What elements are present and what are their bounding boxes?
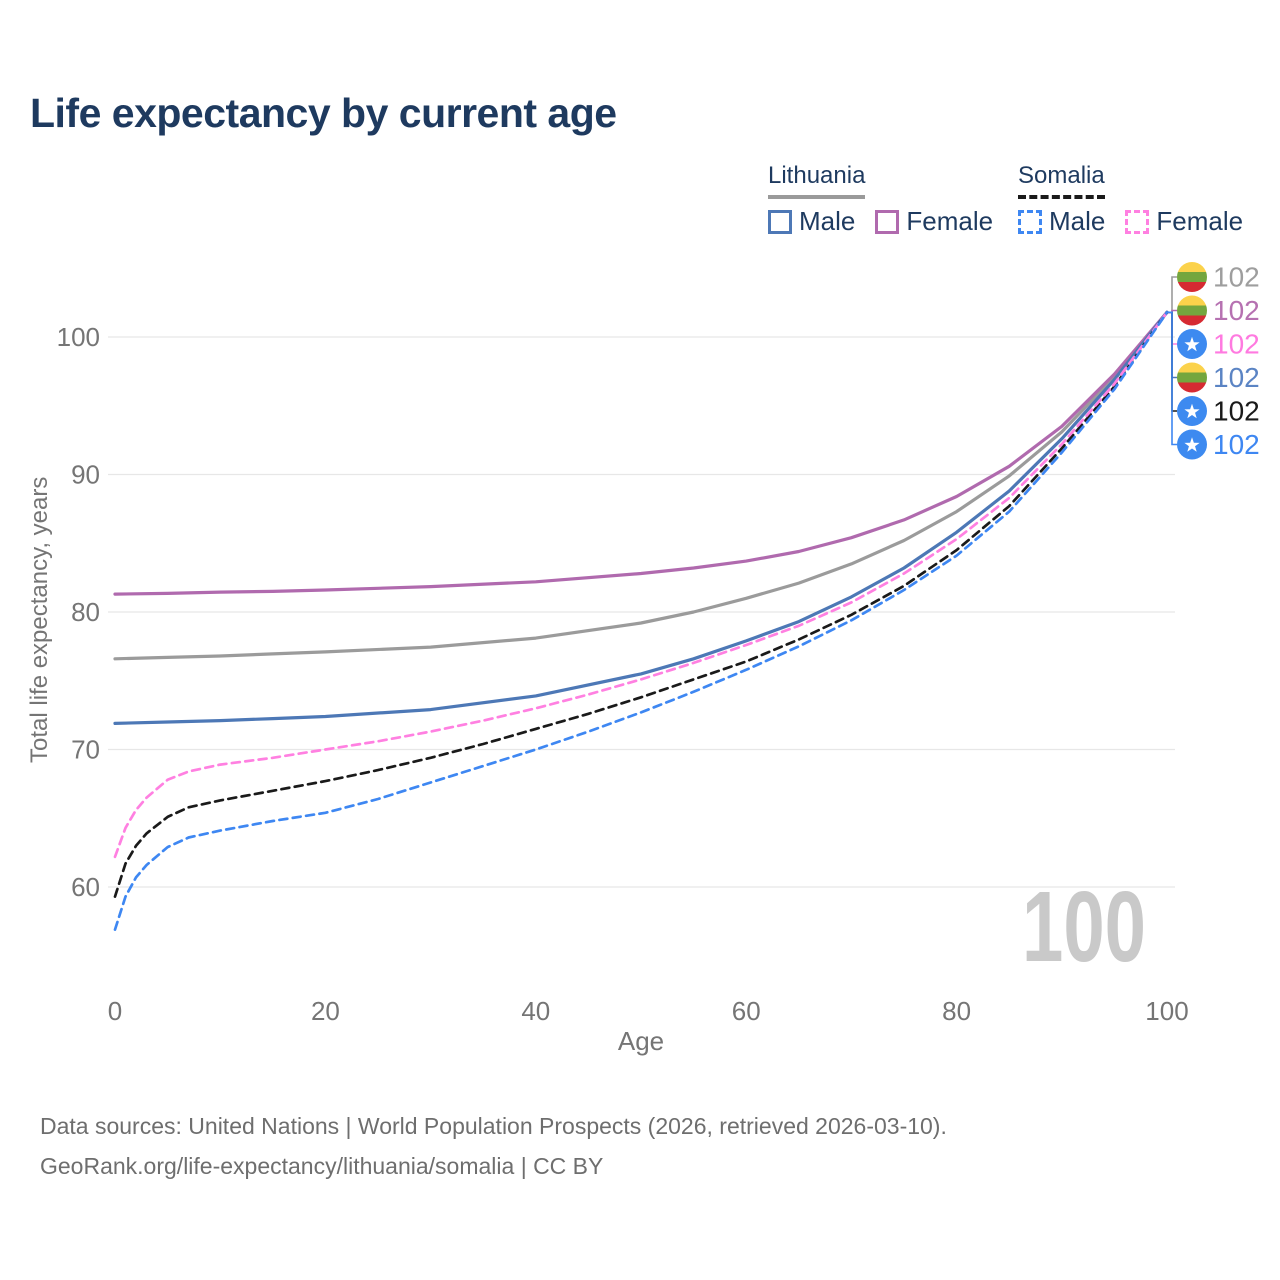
legend-item-lithuania-female[interactable]: Female xyxy=(875,206,993,237)
end-badge-somalia: 102 xyxy=(1177,329,1260,360)
end-value-label: 102 xyxy=(1213,362,1260,393)
series-line-somalia-total[interactable] xyxy=(113,310,1169,898)
end-value-label: 102 xyxy=(1213,429,1260,460)
legend-label: Female xyxy=(906,206,994,236)
legend-label: Female xyxy=(1156,206,1244,236)
end-badge-somalia: 102 xyxy=(1177,396,1260,427)
legend-country-lithuania: Lithuania xyxy=(768,162,866,199)
legend-group-lithuania: Lithuania Male Female xyxy=(768,162,993,237)
age-counter-watermark: 100 xyxy=(1022,871,1146,983)
y-tick-label: 70 xyxy=(71,735,100,765)
y-tick-label: 90 xyxy=(71,460,100,490)
flag-somalia-icon xyxy=(1177,329,1207,359)
x-tick-label: 40 xyxy=(521,996,550,1026)
footer-attribution-link: GeoRank.org/life-expectancy/lithuania/so… xyxy=(40,1153,604,1179)
page-title: Life expectancy by current age xyxy=(30,90,617,136)
end-value-label: 102 xyxy=(1213,396,1260,427)
lithuania-female-swatch-icon xyxy=(875,209,900,234)
x-tick-label: 20 xyxy=(311,996,340,1026)
legend-group-somalia: Somalia Male Female xyxy=(1018,162,1243,237)
end-connector xyxy=(1167,276,1177,314)
y-tick-label: 60 xyxy=(71,872,100,902)
flag-somalia-icon xyxy=(1177,396,1207,426)
x-axis-title: Age xyxy=(617,1026,665,1056)
end-connector xyxy=(1167,311,1177,446)
legend-item-lithuania-male[interactable]: Male xyxy=(768,206,855,237)
end-value-label: 102 xyxy=(1213,329,1260,360)
end-value-label: 102 xyxy=(1213,295,1260,326)
legend-country-somalia: Somalia xyxy=(1018,162,1105,199)
legend-item-somalia-female[interactable]: Female xyxy=(1125,206,1243,237)
footer: Data sources: United Nations | World Pop… xyxy=(40,1106,947,1186)
flag-lithuania-icon xyxy=(1177,295,1207,326)
x-tick-label: 60 xyxy=(732,996,761,1026)
somalia-female-swatch-icon xyxy=(1125,209,1150,234)
footer-data-sources: Data sources: United Nations | World Pop… xyxy=(40,1113,947,1139)
series-line-lithuania-total[interactable] xyxy=(113,310,1169,661)
flag-somalia-icon xyxy=(1177,429,1207,460)
end-badge-somalia: 102 xyxy=(1177,429,1260,460)
series-line-somalia-male[interactable] xyxy=(113,310,1169,931)
somalia-male-swatch-icon xyxy=(1018,209,1042,234)
lithuania-male-swatch-icon xyxy=(768,209,792,234)
legend-label: Male xyxy=(1049,206,1106,236)
y-tick-label: 80 xyxy=(71,597,100,627)
series-line-lithuania-female[interactable] xyxy=(113,310,1169,596)
series-line-lithuania-male[interactable] xyxy=(113,310,1169,725)
end-badge-lithuania: 102 xyxy=(1177,362,1260,393)
flag-lithuania-icon xyxy=(1177,362,1207,393)
legend-item-somalia-male[interactable]: Male xyxy=(1018,206,1105,237)
y-tick-label: 100 xyxy=(57,322,100,352)
x-tick-label: 0 xyxy=(108,996,122,1026)
flag-lithuania-icon xyxy=(1177,262,1207,292)
legend-label: Male xyxy=(799,206,856,236)
x-tick-label: 80 xyxy=(942,996,971,1026)
end-badge-lithuania: 102 xyxy=(1177,262,1260,293)
end-value-label: 102 xyxy=(1213,262,1260,293)
end-badge-lithuania: 102 xyxy=(1177,295,1260,326)
series-line-somalia-female[interactable] xyxy=(113,310,1169,859)
x-tick-label: 100 xyxy=(1145,996,1188,1026)
